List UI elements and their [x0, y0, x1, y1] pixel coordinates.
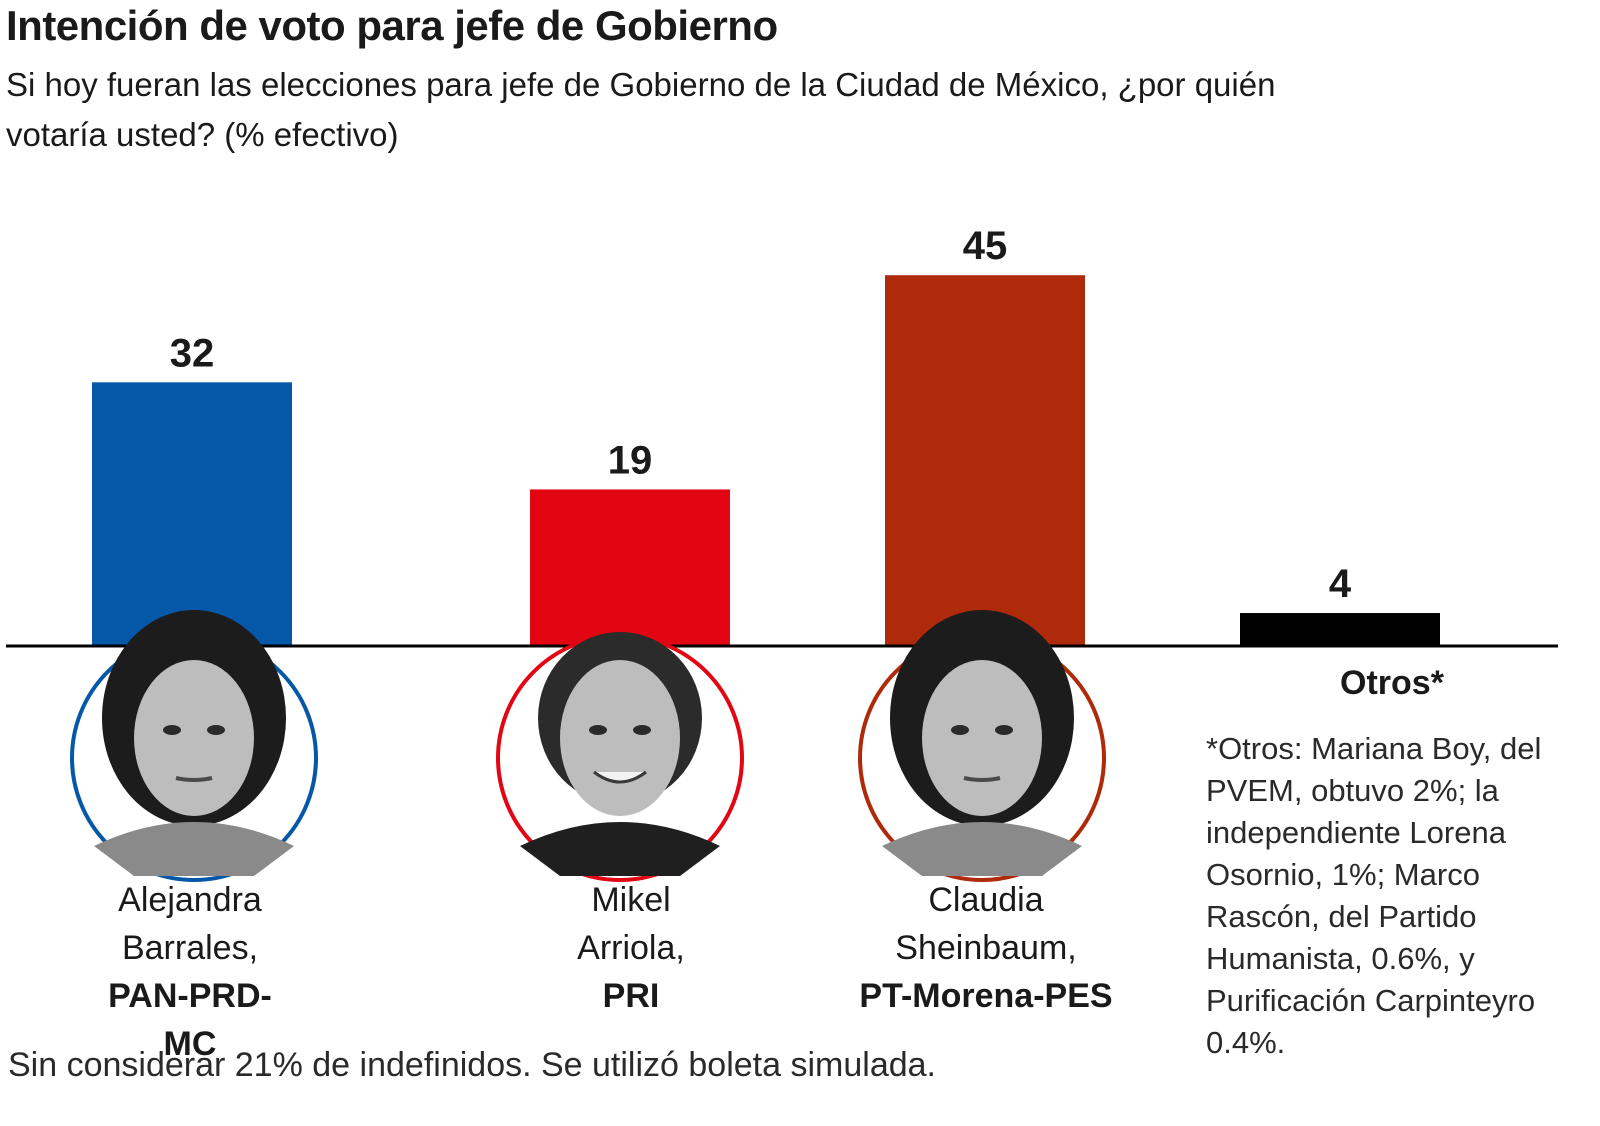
candidate-last-name: Arriola,: [577, 929, 685, 967]
candidate-first-name: Claudia: [928, 881, 1044, 919]
portrait-woman-icon: [858, 610, 1106, 882]
candidate-label-sheinbaum: Claudia Sheinbaum, PT-Morena-PES: [836, 876, 1136, 1020]
candidate-label-arriola: Mikel Arriola, PRI: [516, 876, 746, 1020]
otros-label: Otros*: [1340, 664, 1444, 702]
bar-0: [92, 382, 292, 646]
value-label-2: 45: [963, 224, 1008, 268]
footnote: Sin considerar 21% de indefinidos. Se ut…: [8, 1046, 936, 1084]
candidate-last-name: Sheinbaum,: [895, 929, 1077, 967]
candidate-first-name: Alejandra: [118, 881, 262, 919]
value-label-3: 4: [1329, 562, 1352, 606]
portrait-man-icon: [496, 632, 744, 882]
chart-title: Intención de voto para jefe de Gobierno: [6, 2, 778, 49]
portrait-woman-icon: [70, 610, 318, 882]
candidate-label-barrales: Alejandra Barrales, PAN-PRD-MC: [90, 876, 290, 1068]
bar-1: [530, 489, 730, 646]
value-label-1: 19: [608, 438, 653, 482]
candidate-party: PT-Morena-PES: [859, 977, 1113, 1015]
candidate-last-name: Barrales,: [121, 929, 259, 967]
otros-note: *Otros: Mariana Boy, del PVEM, obtuvo 2%…: [1206, 731, 1542, 1060]
candidate-party: PRI: [602, 977, 660, 1015]
candidate-party: PAN-PRD-MC: [108, 977, 272, 1063]
bar-2: [885, 275, 1085, 646]
bar-3: [1240, 613, 1440, 646]
value-label-0: 32: [170, 331, 215, 375]
chart-subtitle: Si hoy fueran las elecciones para jefe d…: [6, 66, 1276, 153]
candidate-first-name: Mikel: [591, 881, 671, 919]
